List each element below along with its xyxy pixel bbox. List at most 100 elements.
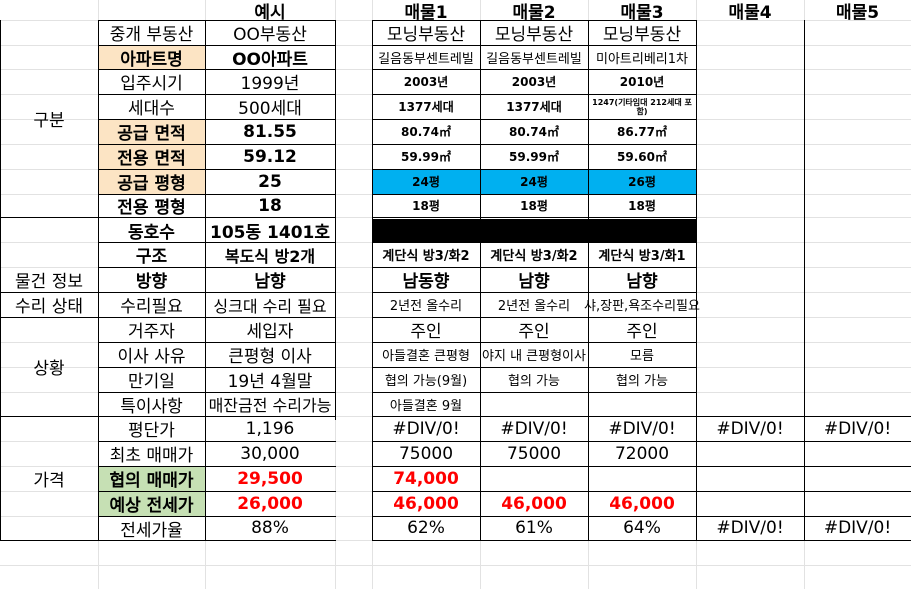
border-h [98, 45, 336, 46]
listing3-exclusive-pyeong[interactable]: 18평 [628, 199, 656, 213]
listing4-price-per-pyeong[interactable]: #DIV/0! [716, 418, 784, 439]
listing1-agency[interactable]: 모닝부동산 [386, 25, 466, 45]
listing1-repair-state[interactable]: 2년전 올수리 [389, 299, 463, 314]
example-expected-jeonse[interactable]: 26,000 [237, 493, 303, 514]
border-h [372, 144, 696, 145]
listing3-initial-price[interactable]: 72000 [614, 443, 670, 464]
listing1-structure[interactable]: 계단식 방3/화2 [382, 249, 470, 264]
border-section [0, 217, 98, 218]
border-v [696, 20, 697, 540]
listing1-expected-jeonse[interactable]: 46,000 [393, 493, 459, 514]
listing2-exclusive-pyeong[interactable]: 18평 [520, 199, 548, 213]
listing5-price-per-pyeong[interactable]: #DIV/0! [823, 418, 892, 439]
listing1-direction[interactable]: 남동향 [402, 272, 450, 292]
border-h [98, 516, 336, 517]
listing1-move-in-year[interactable]: 2003년 [403, 75, 449, 89]
section-division: 구분 [33, 111, 65, 131]
example-negotiated-price[interactable]: 29,500 [237, 468, 303, 489]
listing1-initial-price[interactable]: 75000 [398, 443, 454, 464]
listing2-households[interactable]: 1377세대 [506, 100, 562, 114]
listing3-move-reason[interactable]: 모름 [630, 349, 654, 364]
listing1-move-reason[interactable]: 아들결혼 큰평형 [382, 349, 470, 364]
example-repair-state[interactable]: 싱크대 수리 필요 [213, 296, 327, 316]
listing2-initial-price[interactable]: 75000 [506, 443, 562, 464]
example-supply-pyeong[interactable]: 25 [258, 171, 282, 192]
label-structure: 구조 [135, 247, 168, 267]
border-h [98, 292, 336, 293]
listing1-households[interactable]: 1377세대 [398, 100, 454, 114]
example-notes[interactable]: 매잔금전 수리가능 [208, 396, 332, 415]
listing2-exclusive-area[interactable]: 59.99㎡ [509, 150, 559, 164]
listing3-price-per-pyeong[interactable]: #DIV/0! [608, 418, 676, 439]
listing3-expected-jeonse[interactable]: 46,000 [609, 493, 675, 514]
listing1-exclusive-area[interactable]: 59.99㎡ [401, 150, 451, 164]
listing2-expiry[interactable]: 협의 가능 [508, 374, 560, 389]
listing3-exclusive-area[interactable]: 59.60㎡ [617, 150, 667, 164]
listing3-jeonse-ratio[interactable]: 64% [623, 518, 661, 538]
example-direction[interactable]: 남향 [254, 272, 286, 292]
listing1-jeonse-ratio[interactable]: 62% [407, 518, 445, 538]
example-supply-area[interactable]: 81.55 [243, 121, 297, 142]
column-header-listing1: 매물1 [404, 2, 448, 23]
listing1-supply-area[interactable]: 80.74㎡ [401, 125, 451, 139]
listing1-price-per-pyeong[interactable]: #DIV/0! [392, 418, 460, 439]
listing2-move-reason[interactable]: 야지 내 큰평형이사 [482, 349, 586, 364]
example-move-in-year[interactable]: 1999년 [240, 74, 300, 94]
example-jeonse-ratio[interactable]: 88% [251, 518, 289, 538]
listing3-agency[interactable]: 모닝부동산 [602, 25, 682, 45]
listing3-apt-name[interactable]: 미아트리베리1차 [596, 51, 688, 67]
listing3-structure[interactable]: 계단식 방3/화1 [598, 249, 686, 264]
border-h [372, 342, 696, 343]
example-structure[interactable]: 복도식 방2개 [224, 246, 316, 266]
listing1-negotiated-price[interactable]: 74,000 [393, 468, 459, 489]
listing3-supply-pyeong[interactable]: 26평 [628, 175, 656, 189]
listing2-jeonse-ratio[interactable]: 61% [515, 518, 553, 538]
example-exclusive-pyeong[interactable]: 18 [258, 195, 282, 216]
listing2-price-per-pyeong[interactable]: #DIV/0! [500, 418, 568, 439]
listing2-supply-pyeong[interactable]: 24평 [520, 175, 548, 189]
listing2-repair-state[interactable]: 2년전 올수리 [497, 299, 571, 314]
listing3-expiry[interactable]: 협의 가능 [616, 374, 668, 389]
listing3-move-in-year[interactable]: 2010년 [619, 75, 665, 89]
listing1-apt-name[interactable]: 길음동부센트레빌 [378, 51, 474, 67]
example-agency[interactable]: OO부동산 [233, 25, 307, 45]
listing3-repair-state[interactable]: 샤,장판,욕조수리필요 [584, 299, 700, 314]
listing3-direction[interactable]: 남향 [626, 272, 658, 292]
listing1-resident[interactable]: 주인 [410, 322, 442, 342]
listing2-apt-name[interactable]: 길음동부센트레빌 [486, 51, 582, 67]
example-resident[interactable]: 세입자 [246, 322, 294, 342]
listing1-supply-pyeong[interactable]: 24평 [412, 175, 440, 189]
listing1-notes[interactable]: 아들결혼 9월 [389, 398, 463, 414]
listing2-move-in-year[interactable]: 2003년 [511, 75, 557, 89]
listing2-direction[interactable]: 남향 [518, 272, 550, 292]
example-expiry[interactable]: 19년 4월말 [227, 372, 313, 392]
listing2-agency[interactable]: 모닝부동산 [494, 25, 574, 45]
border-h [98, 317, 336, 318]
section-price: 가격 [33, 470, 65, 491]
label-expected-jeonse: 예상 전세가 [109, 496, 194, 516]
border-h [372, 367, 696, 368]
listing2-supply-area[interactable]: 80.74㎡ [509, 125, 559, 139]
listing4-jeonse-ratio[interactable]: #DIV/0! [716, 518, 784, 538]
listing2-expected-jeonse[interactable]: 46,000 [501, 493, 567, 514]
listing2-resident[interactable]: 주인 [518, 322, 550, 342]
border-v [0, 20, 1, 540]
listing1-exclusive-pyeong[interactable]: 18평 [412, 199, 440, 213]
example-households[interactable]: 500세대 [238, 99, 302, 119]
example-exclusive-area[interactable]: 59.12 [243, 146, 297, 167]
example-apt-name[interactable]: OO아파트 [232, 49, 308, 70]
example-initial-price[interactable]: 30,000 [240, 443, 300, 464]
example-price-per-pyeong[interactable]: 1,196 [245, 418, 295, 439]
listing3-households[interactable]: 1247(기타임대 212세대 포함) [592, 97, 692, 116]
label-apt-name: 아파트명 [120, 49, 183, 70]
listing2-structure[interactable]: 계단식 방3/화2 [490, 249, 578, 264]
listing3-supply-area[interactable]: 86.77㎡ [617, 125, 667, 139]
listing5-jeonse-ratio[interactable]: #DIV/0! [823, 518, 892, 538]
listing3-resident[interactable]: 주인 [626, 322, 658, 342]
border-h [696, 441, 911, 442]
example-move-reason[interactable]: 큰평형 이사 [228, 347, 312, 367]
listing1-expiry[interactable]: 협의 가능(9월) [384, 374, 468, 389]
example-dong-ho[interactable]: 105동 1401호 [210, 223, 330, 243]
border-h [372, 540, 696, 541]
border-h [372, 491, 696, 492]
